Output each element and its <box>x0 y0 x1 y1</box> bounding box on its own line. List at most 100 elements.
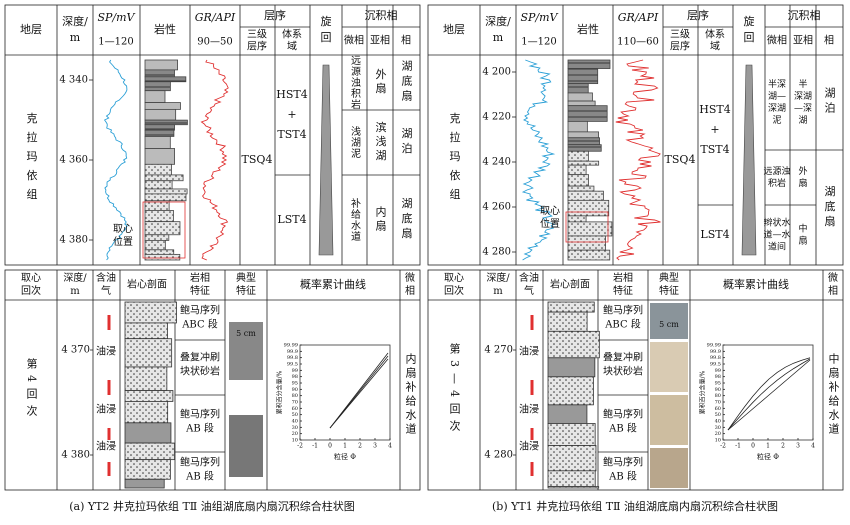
label: 概率累计曲线 <box>300 277 366 291</box>
label: AB 段 <box>185 422 214 435</box>
label: 补给水道 <box>349 197 361 242</box>
label: 叠复冲刷 <box>603 351 643 364</box>
lith-bed <box>567 137 600 146</box>
lith-bed <box>567 68 599 85</box>
core-bed <box>124 401 169 424</box>
lith-bed <box>144 59 178 71</box>
label: 气 <box>524 284 534 297</box>
label: 20 <box>715 431 721 437</box>
label: 岩性 <box>154 22 176 36</box>
lith-bed <box>144 253 181 261</box>
label: 亚相 <box>793 34 813 47</box>
label: 4 380 <box>61 450 90 461</box>
label: 4 240 <box>482 157 511 168</box>
label: 1—120 <box>521 37 556 48</box>
label: 1—120 <box>98 37 133 48</box>
label: 第3—4回次 <box>448 342 461 437</box>
label: 旋 <box>321 14 332 28</box>
label: 滨浅湖 <box>374 120 387 163</box>
label: 微相 <box>767 34 787 47</box>
label: AB 段 <box>608 470 637 483</box>
label: 油浸 <box>96 440 116 453</box>
label: m <box>70 31 81 44</box>
log-curve <box>103 59 128 261</box>
label: 深度/ <box>62 14 88 28</box>
label: HST4 <box>699 103 730 116</box>
lith-bed <box>567 249 611 261</box>
label: 4 380 <box>59 235 88 246</box>
label: 微 <box>405 271 415 284</box>
label: 2 <box>358 443 362 450</box>
label: 99.99 <box>707 343 721 349</box>
cycle-triangle <box>318 64 334 256</box>
lith-bed <box>144 188 188 195</box>
label: 克拉玛依组 <box>25 112 38 207</box>
label: HST4 <box>276 88 307 101</box>
label: 湖底扇 <box>400 60 413 105</box>
label: 远源浊 <box>763 165 790 177</box>
log-curve <box>200 59 229 261</box>
lith-bed <box>144 234 170 241</box>
label: 鲍马序列 <box>603 456 643 469</box>
label: 叠复冲刷 <box>180 351 220 364</box>
label: 湖— <box>768 91 786 102</box>
core-bed <box>124 478 165 489</box>
label: -1 <box>312 443 318 450</box>
label: 湖底扇 <box>400 197 413 242</box>
label: 油浸 <box>519 345 539 358</box>
label: 域 <box>710 40 720 53</box>
lith-bed <box>567 221 613 237</box>
label: 层序 <box>264 8 286 22</box>
core-photo <box>229 415 263 477</box>
label: 扇 <box>798 235 807 247</box>
label: 亚相 <box>370 34 390 47</box>
core-photo <box>229 322 263 380</box>
label: 4 280 <box>482 247 511 258</box>
label: TSQ4 <box>242 153 273 166</box>
core-box <box>142 201 186 259</box>
lith-bed <box>567 199 610 217</box>
core-bed <box>547 470 596 488</box>
core-box <box>565 211 609 243</box>
label: 50 <box>715 412 721 418</box>
label: 2 <box>781 443 785 450</box>
label: 微 <box>828 271 838 284</box>
label: 气 <box>101 284 111 297</box>
label: SP/mV <box>520 11 558 24</box>
lith-bed <box>144 136 171 149</box>
label: 60 <box>715 406 721 412</box>
lith-bed <box>144 210 174 223</box>
label: 4 <box>811 443 815 450</box>
frame <box>427 4 844 266</box>
label: 克拉玛依组 <box>448 112 461 207</box>
label: 鲍马序列 <box>603 304 643 317</box>
label: 半 <box>798 78 807 90</box>
label: 90—50 <box>197 37 232 48</box>
label: 99.8 <box>287 355 298 361</box>
lith-bed <box>144 240 166 251</box>
label: ABC 段 <box>181 318 218 331</box>
label: 典型 <box>236 271 256 284</box>
label: LST4 <box>277 213 306 226</box>
label: 特征 <box>613 285 633 297</box>
label: 辫状水 <box>763 217 790 229</box>
label: 岩性 <box>577 22 599 36</box>
label: —深 <box>794 103 812 114</box>
lith-bed <box>144 81 171 92</box>
label: 99.5 <box>710 362 721 368</box>
core-photo <box>650 448 688 488</box>
core-bed <box>547 486 600 489</box>
lith-bed <box>144 108 177 121</box>
label: 层序 <box>247 40 267 53</box>
label: 98 <box>292 374 298 380</box>
label: 岩相 <box>190 271 210 284</box>
label: 湖 <box>798 115 807 126</box>
lith-bed <box>144 124 175 131</box>
label: 道间 <box>768 241 786 253</box>
lith-bed <box>567 190 604 201</box>
core-photo <box>650 395 688 445</box>
label: 特征 <box>236 285 256 297</box>
label: AB 段 <box>185 470 214 483</box>
lith-bed <box>567 120 588 133</box>
label: 99.9 <box>710 349 721 355</box>
